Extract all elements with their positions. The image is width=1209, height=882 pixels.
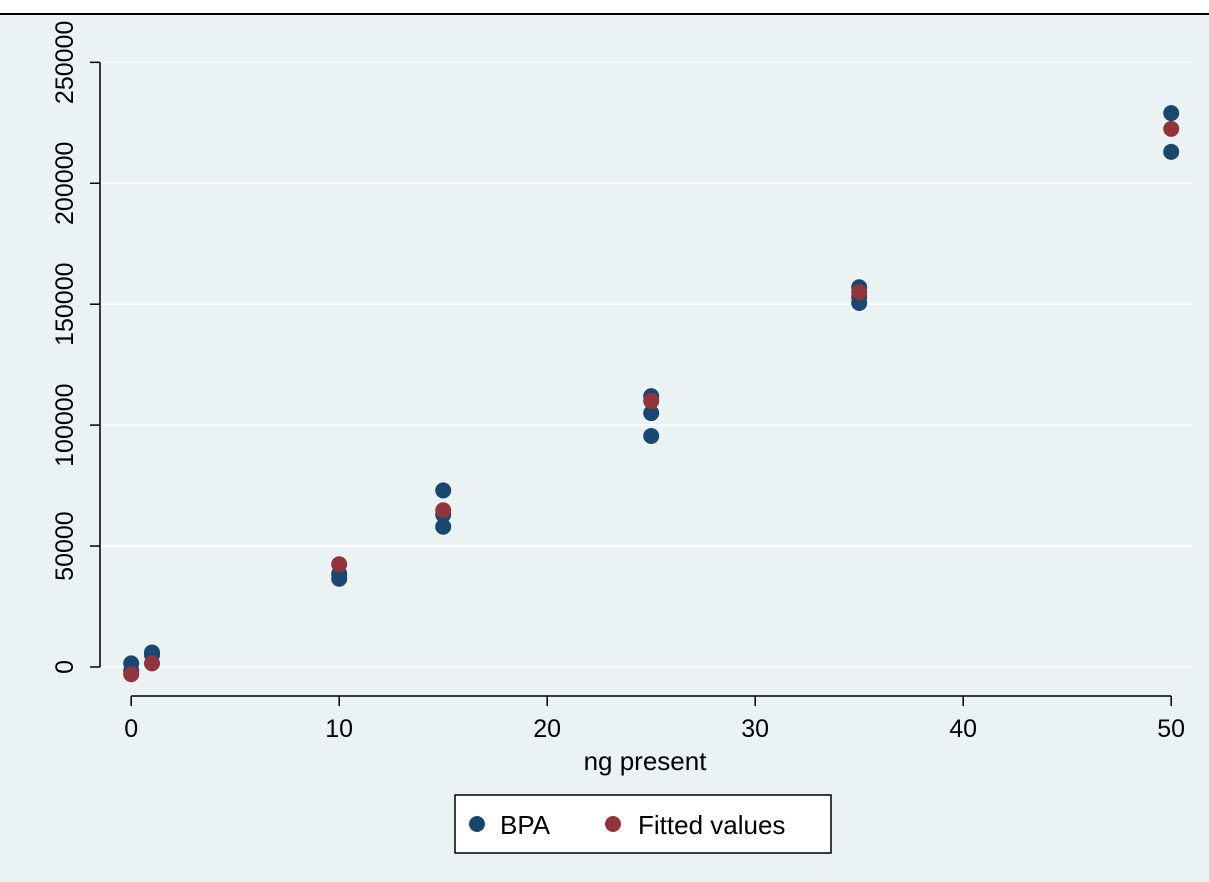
plot-area — [100, 43, 1192, 696]
point-series1-0 — [123, 666, 140, 683]
point-series1-1 — [144, 655, 160, 672]
y-tick-label-2: 100000 — [51, 383, 79, 466]
legend-marker-fitted — [605, 816, 621, 832]
point-series1-4 — [643, 392, 660, 409]
y-tick-label-0: 0 — [51, 660, 79, 674]
y-tick-label-1: 50000 — [51, 511, 79, 581]
point-series1-5 — [851, 284, 868, 301]
point-series0-6 — [435, 482, 452, 499]
point-series1-6 — [1163, 120, 1180, 137]
x-tick-label-0: 0 — [124, 715, 138, 743]
legend: BPA Fitted values — [454, 794, 832, 854]
data-points — [123, 105, 1180, 683]
axes: 0 50000 100000 150000 200000 250000 0 10 20 30 40 5… — [51, 21, 1185, 743]
y-tick-label-4: 200000 — [51, 142, 79, 225]
point-series1-2 — [331, 556, 348, 573]
grid-lines — [100, 61, 1192, 668]
x-tick-label-5: 50 — [1157, 715, 1185, 743]
y-tick-label-3: 150000 — [51, 262, 79, 345]
point-series0-10 — [643, 405, 660, 422]
point-series0-15 — [1163, 105, 1180, 122]
legend-label-fitted: Fitted values — [638, 810, 785, 840]
x-axis-label: ng present — [584, 746, 708, 776]
legend-box — [454, 794, 832, 854]
legend-marker-bpa — [469, 816, 485, 832]
point-series0-11 — [643, 428, 660, 445]
x-tick-label-1: 10 — [325, 715, 353, 743]
point-series0-16 — [1163, 143, 1180, 160]
legend-label-bpa: BPA — [500, 810, 551, 840]
point-series0-7 — [435, 518, 452, 535]
x-tick-label-3: 30 — [741, 715, 769, 743]
y-tick-label-5: 250000 — [51, 21, 79, 104]
point-series1-3 — [435, 502, 452, 519]
x-tick-label-2: 20 — [533, 715, 561, 743]
x-tick-label-4: 40 — [949, 715, 977, 743]
